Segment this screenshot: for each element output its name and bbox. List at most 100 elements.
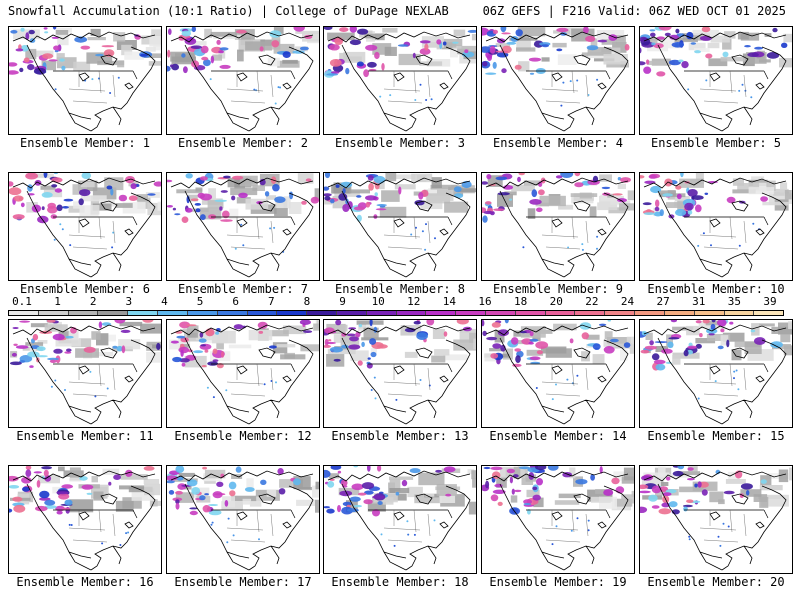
colorbar-tick-label: 20: [549, 295, 563, 308]
colorbar-swatch: [575, 311, 606, 315]
snowfall-map: [9, 466, 161, 571]
ensemble-map-panel: [323, 319, 477, 428]
ensemble-member-caption: Ensemble Member: 11: [16, 429, 154, 443]
colorbar-tick-label: 12: [407, 295, 421, 308]
colorbar-labels: 0.1 1 2 3 4 5 6 7 8 9 10 12 14 16 18 20 22 24 27 31 35 39: [8, 296, 784, 309]
colorbar-swatch: [635, 311, 665, 315]
snowfall-map: [324, 173, 476, 278]
snowfall-map: [324, 27, 476, 132]
ensemble-map-panel: [323, 26, 477, 135]
ensemble-member-caption: Ensemble Member: 20: [647, 575, 785, 589]
ensemble-member-caption: Ensemble Member: 2: [177, 136, 309, 150]
colorbar-swatch: [158, 311, 188, 315]
ensemble-map-panel: [639, 465, 793, 574]
ensemble-member-caption: Ensemble Member: 16: [16, 575, 154, 589]
colorbar-swatch: [426, 311, 457, 315]
ensemble-map-panel: [639, 172, 793, 281]
ensemble-map-panel: [8, 26, 162, 135]
snowfall-map: [167, 27, 319, 132]
colorbar-swatch: [277, 311, 308, 315]
colorbar-tick-label: 8: [303, 295, 311, 308]
chart-title: Snowfall Accumulation (10:1 Ratio) | Col…: [8, 4, 449, 18]
ensemble-member-caption: Ensemble Member: 7: [177, 282, 309, 296]
colorbar-swatch: [98, 311, 129, 315]
colorbar-swatch: [754, 311, 784, 315]
snowfall-map: [324, 466, 476, 571]
ensemble-member-caption: Ensemble Member: 12: [174, 429, 312, 443]
snowfall-map: [482, 466, 634, 571]
ensemble-member-caption: Ensemble Member: 4: [492, 136, 624, 150]
ensemble-map-panel: [323, 172, 477, 281]
colorbar-tick-label: 6: [232, 295, 240, 308]
snowfall-map: [168, 320, 319, 425]
snowfall-map: [640, 466, 792, 571]
ensemble-map-panel: [323, 465, 477, 574]
ensemble-member-caption: Ensemble Member: 1: [19, 136, 151, 150]
ensemble-map-panel: [481, 172, 635, 281]
ensemble-member-caption: Ensemble Member: 15: [647, 429, 785, 443]
snowfall-map: [167, 466, 319, 571]
snowfall-map: [482, 27, 630, 132]
snowfall-map: [9, 173, 161, 278]
ensemble-map-panel: [166, 172, 320, 281]
ensemble-map-panel: [639, 26, 793, 135]
ensemble-member-caption: Ensemble Member: 10: [647, 282, 785, 296]
snowfall-map: [482, 173, 634, 278]
colorbar-swatch: [486, 311, 516, 315]
colorbar-tick-label: 9: [339, 295, 346, 308]
colorbar-swatch: [307, 311, 337, 315]
colorbar-swatch: [396, 311, 427, 315]
colorbar-swatch: [187, 311, 218, 315]
colorbar-tick-label: 1: [54, 295, 61, 308]
ensemble-member-caption: Ensemble Member: 9: [492, 282, 624, 296]
ensemble-map-panel: [481, 319, 635, 428]
colorbar-tick-label: 24: [620, 295, 635, 308]
ensemble-map-panel: [8, 465, 162, 574]
colorbar-tick-label: 2: [89, 295, 97, 308]
ensemble-member-caption: Ensemble Member: 3: [334, 136, 466, 150]
ensemble-member-caption: Ensemble Member: 19: [489, 575, 627, 589]
colorbar-tick-label: 39: [763, 295, 777, 308]
colorbar-tick-label: 0.1: [12, 295, 32, 308]
colorbar-swatch: [545, 311, 576, 315]
colorbar-swatch: [9, 311, 39, 315]
colorbar-tick-label: 5: [196, 295, 204, 308]
colorbar-swatch: [456, 311, 486, 315]
ensemble-member-caption: Ensemble Member: 6: [19, 282, 151, 296]
snowfall-map: [167, 173, 319, 278]
run-valid-time: 06Z GEFS | F216 Valid: 06Z WED OCT 01 20…: [482, 4, 786, 18]
colorbar-tick-label: 35: [727, 295, 741, 308]
colorbar-tick-label: 3: [125, 295, 133, 308]
ensemble-member-caption: Ensemble Member: 5: [650, 136, 782, 150]
ensemble-member-caption: Ensemble Member: 13: [331, 429, 469, 443]
ensemble-map-panel: [166, 26, 320, 135]
colorbar-swatch: [336, 311, 367, 315]
snowfall-map: [640, 173, 792, 278]
colorbar-swatch: [68, 311, 99, 315]
colorbar-swatch: [515, 311, 546, 315]
colorbar-swatch: [664, 311, 695, 315]
ensemble-member-caption: Ensemble Member: 17: [174, 575, 312, 589]
ensemble-map-panel: [8, 172, 162, 281]
colorbar-tick-label: 10: [371, 295, 385, 308]
colorbar-tick-label: 31: [692, 295, 706, 308]
snowfall-map: [640, 27, 792, 132]
colorbar-swatch: [128, 311, 159, 315]
ensemble-map-panel: [166, 319, 320, 428]
colorbar-swatch: [366, 311, 397, 315]
snowfall-map: [482, 320, 634, 425]
colorbar-tick-label: 22: [585, 295, 599, 308]
ensemble-member-caption: Ensemble Member: 14: [489, 429, 627, 443]
colorbar-tick-label: 18: [514, 295, 528, 308]
colorbar-swatch: [247, 311, 278, 315]
colorbar-swatch: [694, 311, 725, 315]
ensemble-map-panel: [481, 26, 635, 135]
ensemble-member-caption: Ensemble Member: 8: [334, 282, 466, 296]
snowfall-map: [640, 320, 792, 425]
colorbar-swatch: [605, 311, 636, 315]
colorbar-tick-label: 27: [656, 295, 670, 308]
ensemble-member-caption: Ensemble Member: 18: [331, 575, 469, 589]
ensemble-map-panel: [8, 319, 162, 428]
colorbar-tick-label: 14: [442, 295, 457, 308]
colorbar-swatch: [724, 311, 755, 315]
